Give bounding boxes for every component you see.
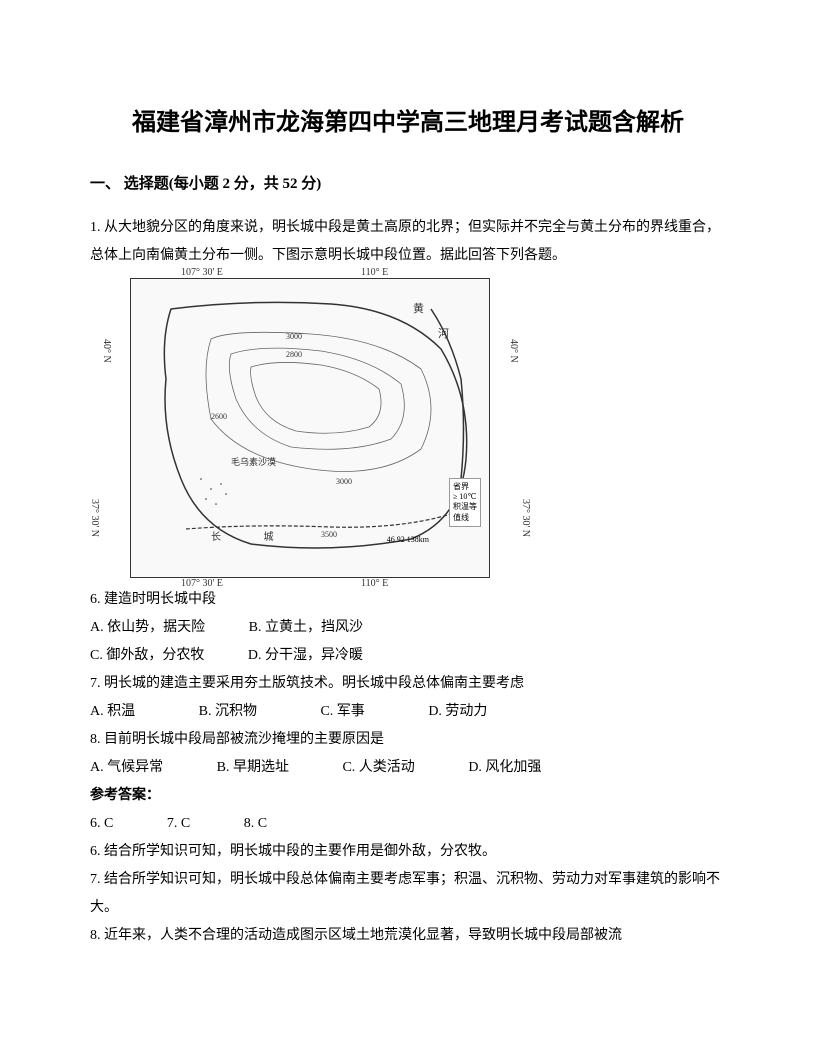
legend-line1: 省界 [453,482,477,492]
map-river-label1: 黄 [413,299,424,320]
answer-8: 8. C [244,810,267,838]
q7-opt-d: D. 劳动力 [428,698,487,726]
q6-opt-c: C. 御外敌，分农牧 [90,642,204,670]
legend-line2: ≥ 10℃ [453,492,477,502]
legend-line3: 积温等 [453,502,477,512]
map-lat-bottom-left: 37° 30' N [85,499,104,537]
map-lat-top-right: 40° N [504,339,523,363]
q8-text: 8. 目前明长城中段局部被流沙掩埋的主要原因是 [90,726,726,754]
q6-options: A. 依山势，据天险 B. 立黄土，挡风沙 [90,614,726,642]
map-contour-2800: 2800 [286,347,302,362]
q8-options: A. 气候异常 B. 早期选址 C. 人类活动 D. 风化加强 [90,754,726,782]
q6-opt-b: B. 立黄土，挡风沙 [249,614,363,642]
map-contour-3000: 3000 [286,329,302,344]
map-contour-3000b: 3000 [336,474,352,489]
answer-exp8: 8. 近年来，人类不合理的活动造成图示区域土地荒漠化显著，导致明长城中段局部被流 [90,922,726,950]
q7-opt-a: A. 积温 [90,698,135,726]
section-header: 一、 选择题(每小题 2 分，共 52 分) [90,170,726,199]
question-intro: 1. 从大地貌分区的角度来说，明长城中段是黄土高原的北界；但实际并不完全与黄土分… [90,214,726,270]
answer-7: 7. C [167,810,190,838]
legend-line4: 值线 [453,513,477,523]
q8-opt-c: C. 人类活动 [342,754,414,782]
q8-opt-b: B. 早期选址 [217,754,289,782]
map-svg [131,279,491,579]
q8-opt-d: D. 风化加强 [468,754,541,782]
map-river-label2: 河 [438,324,449,345]
map-figure: 107° 30' E 110° E 107° 30' E 110° E 40° … [130,278,490,578]
page-title: 福建省漳州市龙海第四中学高三地理月考试题含解析 [90,100,726,146]
answer-exp7: 7. 结合所学知识可知，明长城中段总体偏南主要考虑军事；积温、沉积物、劳动力对军… [90,866,726,922]
q7-options: A. 积温 B. 沉积物 C. 军事 D. 劳动力 [90,698,726,726]
map-lat-top-left: 40° N [97,339,116,363]
q7-opt-c: C. 军事 [320,698,364,726]
answer-row: 6. C 7. C 8. C [90,810,726,838]
map-wall-label: 长 城 [211,528,294,547]
map-desert-label: 毛乌素沙漠 [231,454,276,471]
q6-options-row2: C. 御外敌，分农牧 D. 分干湿，异冷暖 [90,642,726,670]
answer-6: 6. C [90,810,113,838]
map-lat-bottom-right: 37° 30' N [516,499,535,537]
map-contour-2600: 2600 [211,409,227,424]
answer-header: 参考答案： [90,782,726,810]
q7-opt-b: B. 沉积物 [199,698,257,726]
q8-opt-a: A. 气候异常 [90,754,163,782]
answer-exp6: 6. 结合所学知识可知，明长城中段的主要作用是御外敌，分农牧。 [90,838,726,866]
q7-text: 7. 明长城的建造主要采用夯土版筑技术。明长城中段总体偏南主要考虑 [90,670,726,698]
q6-opt-d: D. 分干湿，异冷暖 [248,642,363,670]
map-scale: 46 92 138km [387,532,429,547]
map-contour-3500: 3500 [321,527,337,542]
q6-opt-a: A. 依山势，据天险 [90,614,205,642]
map-legend: 省界 ≥ 10℃ 积温等 值线 [449,478,481,528]
